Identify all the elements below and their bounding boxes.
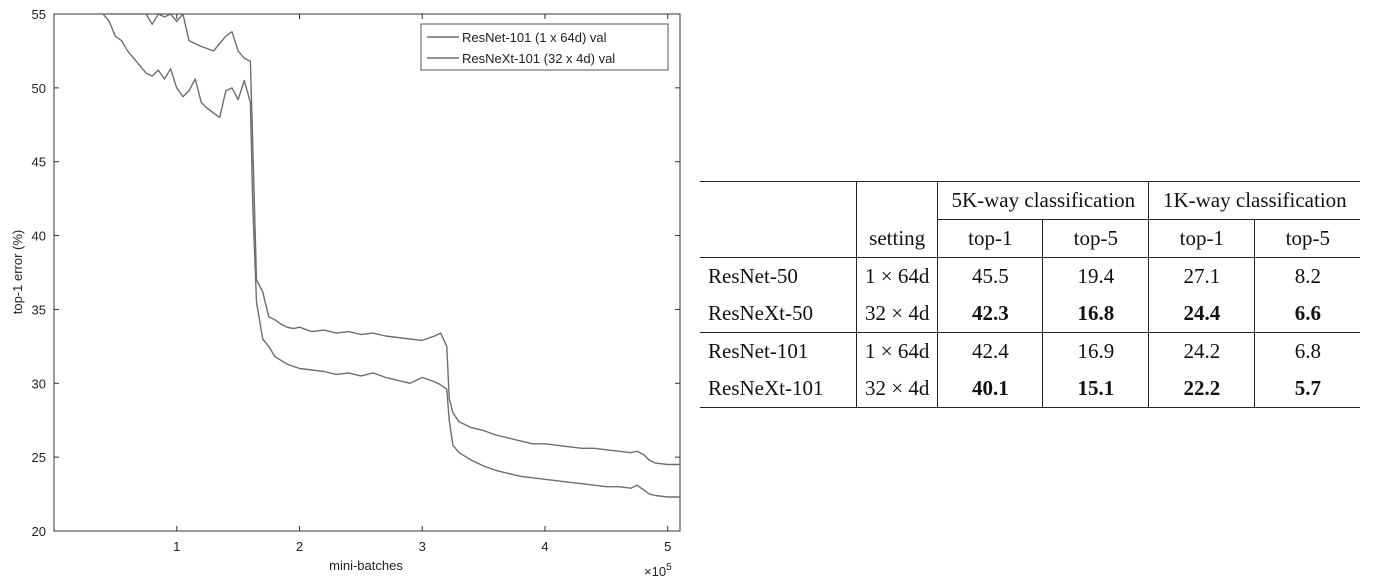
y-tick-label: 55 — [32, 7, 46, 22]
row-setting: 32 × 4d — [855, 370, 938, 408]
row-value: 16.9 — [1042, 332, 1149, 370]
x-multiplier-exponent: 5 — [666, 562, 672, 573]
row-value: 24.2 — [1148, 332, 1255, 370]
table-row: ResNeXt-50 32 × 4d 42.3 16.8 24.4 6.6 — [700, 295, 1361, 333]
subheader-empty-cell — [700, 220, 857, 258]
header-5k-group: 5K-way classification — [937, 181, 1149, 220]
row-value: 42.3 — [937, 295, 1043, 333]
row-value: 24.4 — [1148, 295, 1255, 333]
x-axis-label: mini-batches — [329, 558, 403, 573]
series-line-1 — [102, 14, 680, 498]
subheader-5k-top1: top-1 — [937, 219, 1043, 258]
y-tick-label: 20 — [32, 524, 46, 539]
x-tick-label: 5 — [664, 539, 671, 554]
row-model: ResNeXt-101 — [700, 370, 857, 408]
x-tick-label: 2 — [296, 539, 303, 554]
table-row: ResNet-50 1 × 64d 45.5 19.4 27.1 8.2 — [700, 257, 1361, 295]
row-model: ResNet-101 — [700, 332, 857, 370]
row-model: ResNet-50 — [700, 257, 857, 295]
y-tick-label: 35 — [32, 302, 46, 317]
table-subheader-row: setting top-1 top-5 top-1 top-5 — [700, 219, 1361, 258]
row-model: ResNeXt-50 — [708, 301, 813, 325]
row-value: 8.2 — [1254, 257, 1361, 295]
header-1k-group: 1K-way classification — [1148, 181, 1361, 220]
row-value: 27.1 — [1148, 257, 1255, 295]
table-header-row: 5K-way classification 1K-way classificat… — [700, 181, 1361, 220]
subheader-1k-top5: top-5 — [1254, 219, 1361, 258]
row-setting: 1 × 64d — [855, 332, 938, 370]
legend-label-resnext: ResNeXt-101 (32 x 4d) val — [462, 51, 615, 66]
row-value: 5.7 — [1254, 370, 1361, 408]
results-table: 5K-way classification 1K-way classificat… — [700, 181, 1361, 408]
header-empty-setting — [855, 181, 938, 220]
y-tick-label: 50 — [32, 81, 46, 96]
series-line-0 — [103, 14, 680, 466]
table-row: ResNet-101 1 × 64d 42.4 16.9 24.2 6.8 — [700, 332, 1361, 370]
y-tick-label: 30 — [32, 376, 46, 391]
row-value: 6.8 — [1254, 332, 1361, 370]
row-setting: 32 × 4d — [855, 295, 938, 333]
subheader-5k-top5: top-5 — [1042, 219, 1149, 258]
legend: ResNet-101 (1 x 64d) val ResNeXt-101 (32… — [420, 23, 669, 71]
row-value: 45.5 — [937, 257, 1043, 295]
row-value: 6.6 — [1254, 295, 1361, 333]
x-axis-multiplier: ×105 — [644, 562, 672, 579]
row-value: 42.4 — [937, 332, 1043, 370]
y-tick-label: 25 — [32, 450, 46, 465]
row-value: 19.4 — [1042, 257, 1149, 295]
row-value: 15.1 — [1042, 370, 1149, 408]
x-multiplier-base: ×10 — [644, 564, 666, 579]
y-tick-label: 40 — [32, 229, 46, 244]
x-tick-label: 1 — [173, 539, 180, 554]
row-value: 16.8 — [1042, 295, 1149, 333]
x-tick-label: 3 — [419, 539, 426, 554]
row-setting: 1 × 64d — [855, 257, 938, 295]
row-value: 22.2 — [1148, 370, 1255, 408]
y-tick-label: 45 — [32, 155, 46, 170]
legend-label-resnet: ResNet-101 (1 x 64d) val — [462, 30, 607, 45]
row-value: 40.1 — [937, 370, 1043, 408]
table-row: ResNeXt-101 32 × 4d 40.1 15.1 22.2 5.7 — [700, 370, 1361, 408]
subheader-1k-top1: top-1 — [1148, 219, 1255, 258]
x-tick-label: 4 — [541, 539, 548, 554]
header-empty-cell — [700, 181, 857, 220]
plot-area-frame — [53, 13, 681, 532]
subheader-setting: setting — [855, 219, 938, 258]
plot-lines — [102, 14, 680, 498]
legend-box — [420, 23, 669, 71]
y-axis-label: top-1 error (%) — [10, 230, 25, 315]
